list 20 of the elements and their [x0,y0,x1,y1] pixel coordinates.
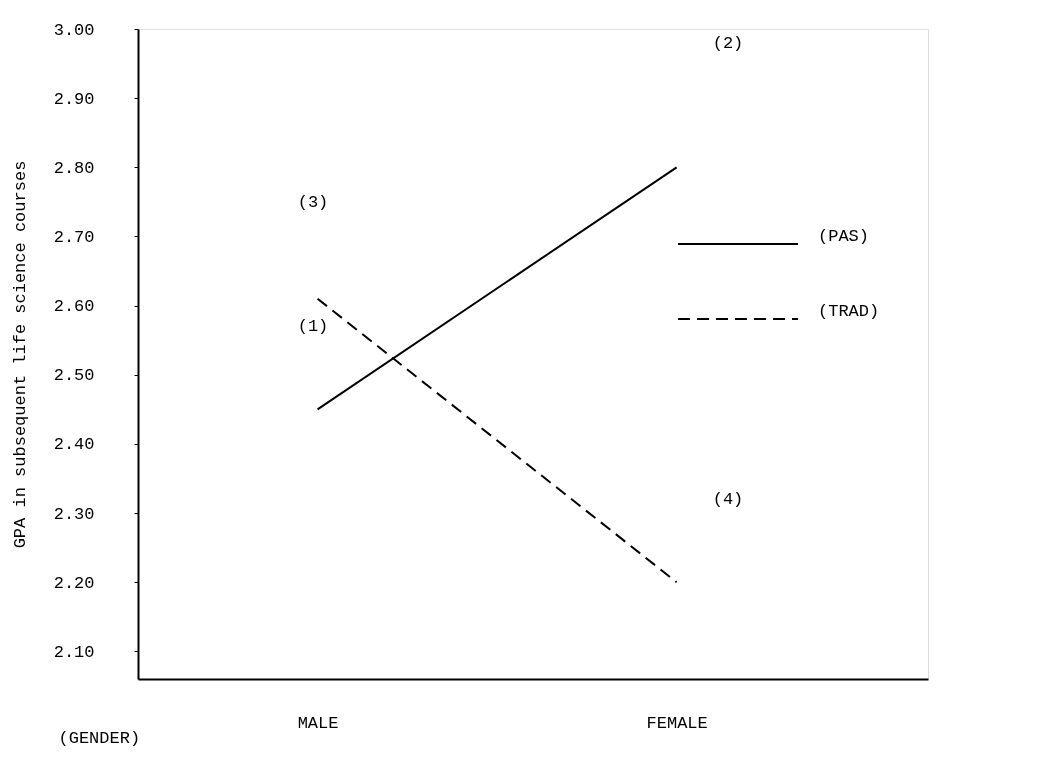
y-tick-label: 2.60 [53,297,95,317]
y-tick-label: 2.30 [53,504,95,524]
x-tick-label: FEMALE [646,713,708,733]
x-tick-label: MALE [297,713,339,733]
y-tick-label: 2.50 [53,366,95,386]
y-tick-label: 2.80 [53,158,95,178]
annotation: (4) [712,490,744,509]
x-axis-title: (GENDER) [58,728,141,748]
y-axis-title: GPA in subsequent life science courses [10,160,30,549]
annotation: (1) [297,317,329,336]
annotation: (3) [297,193,329,212]
text: (TRAD) [818,302,880,321]
y-tick-label: 2.40 [53,435,95,455]
text: (PAS) [818,227,870,246]
y-tick-label: 2.90 [53,89,95,109]
y-tick-label: 2.70 [53,227,95,247]
y-tick-label: 2.10 [53,642,95,662]
annotation: (2) [712,34,744,53]
y-tick-label: 2.20 [53,573,95,593]
y-tick-label: 3.00 [53,20,95,40]
